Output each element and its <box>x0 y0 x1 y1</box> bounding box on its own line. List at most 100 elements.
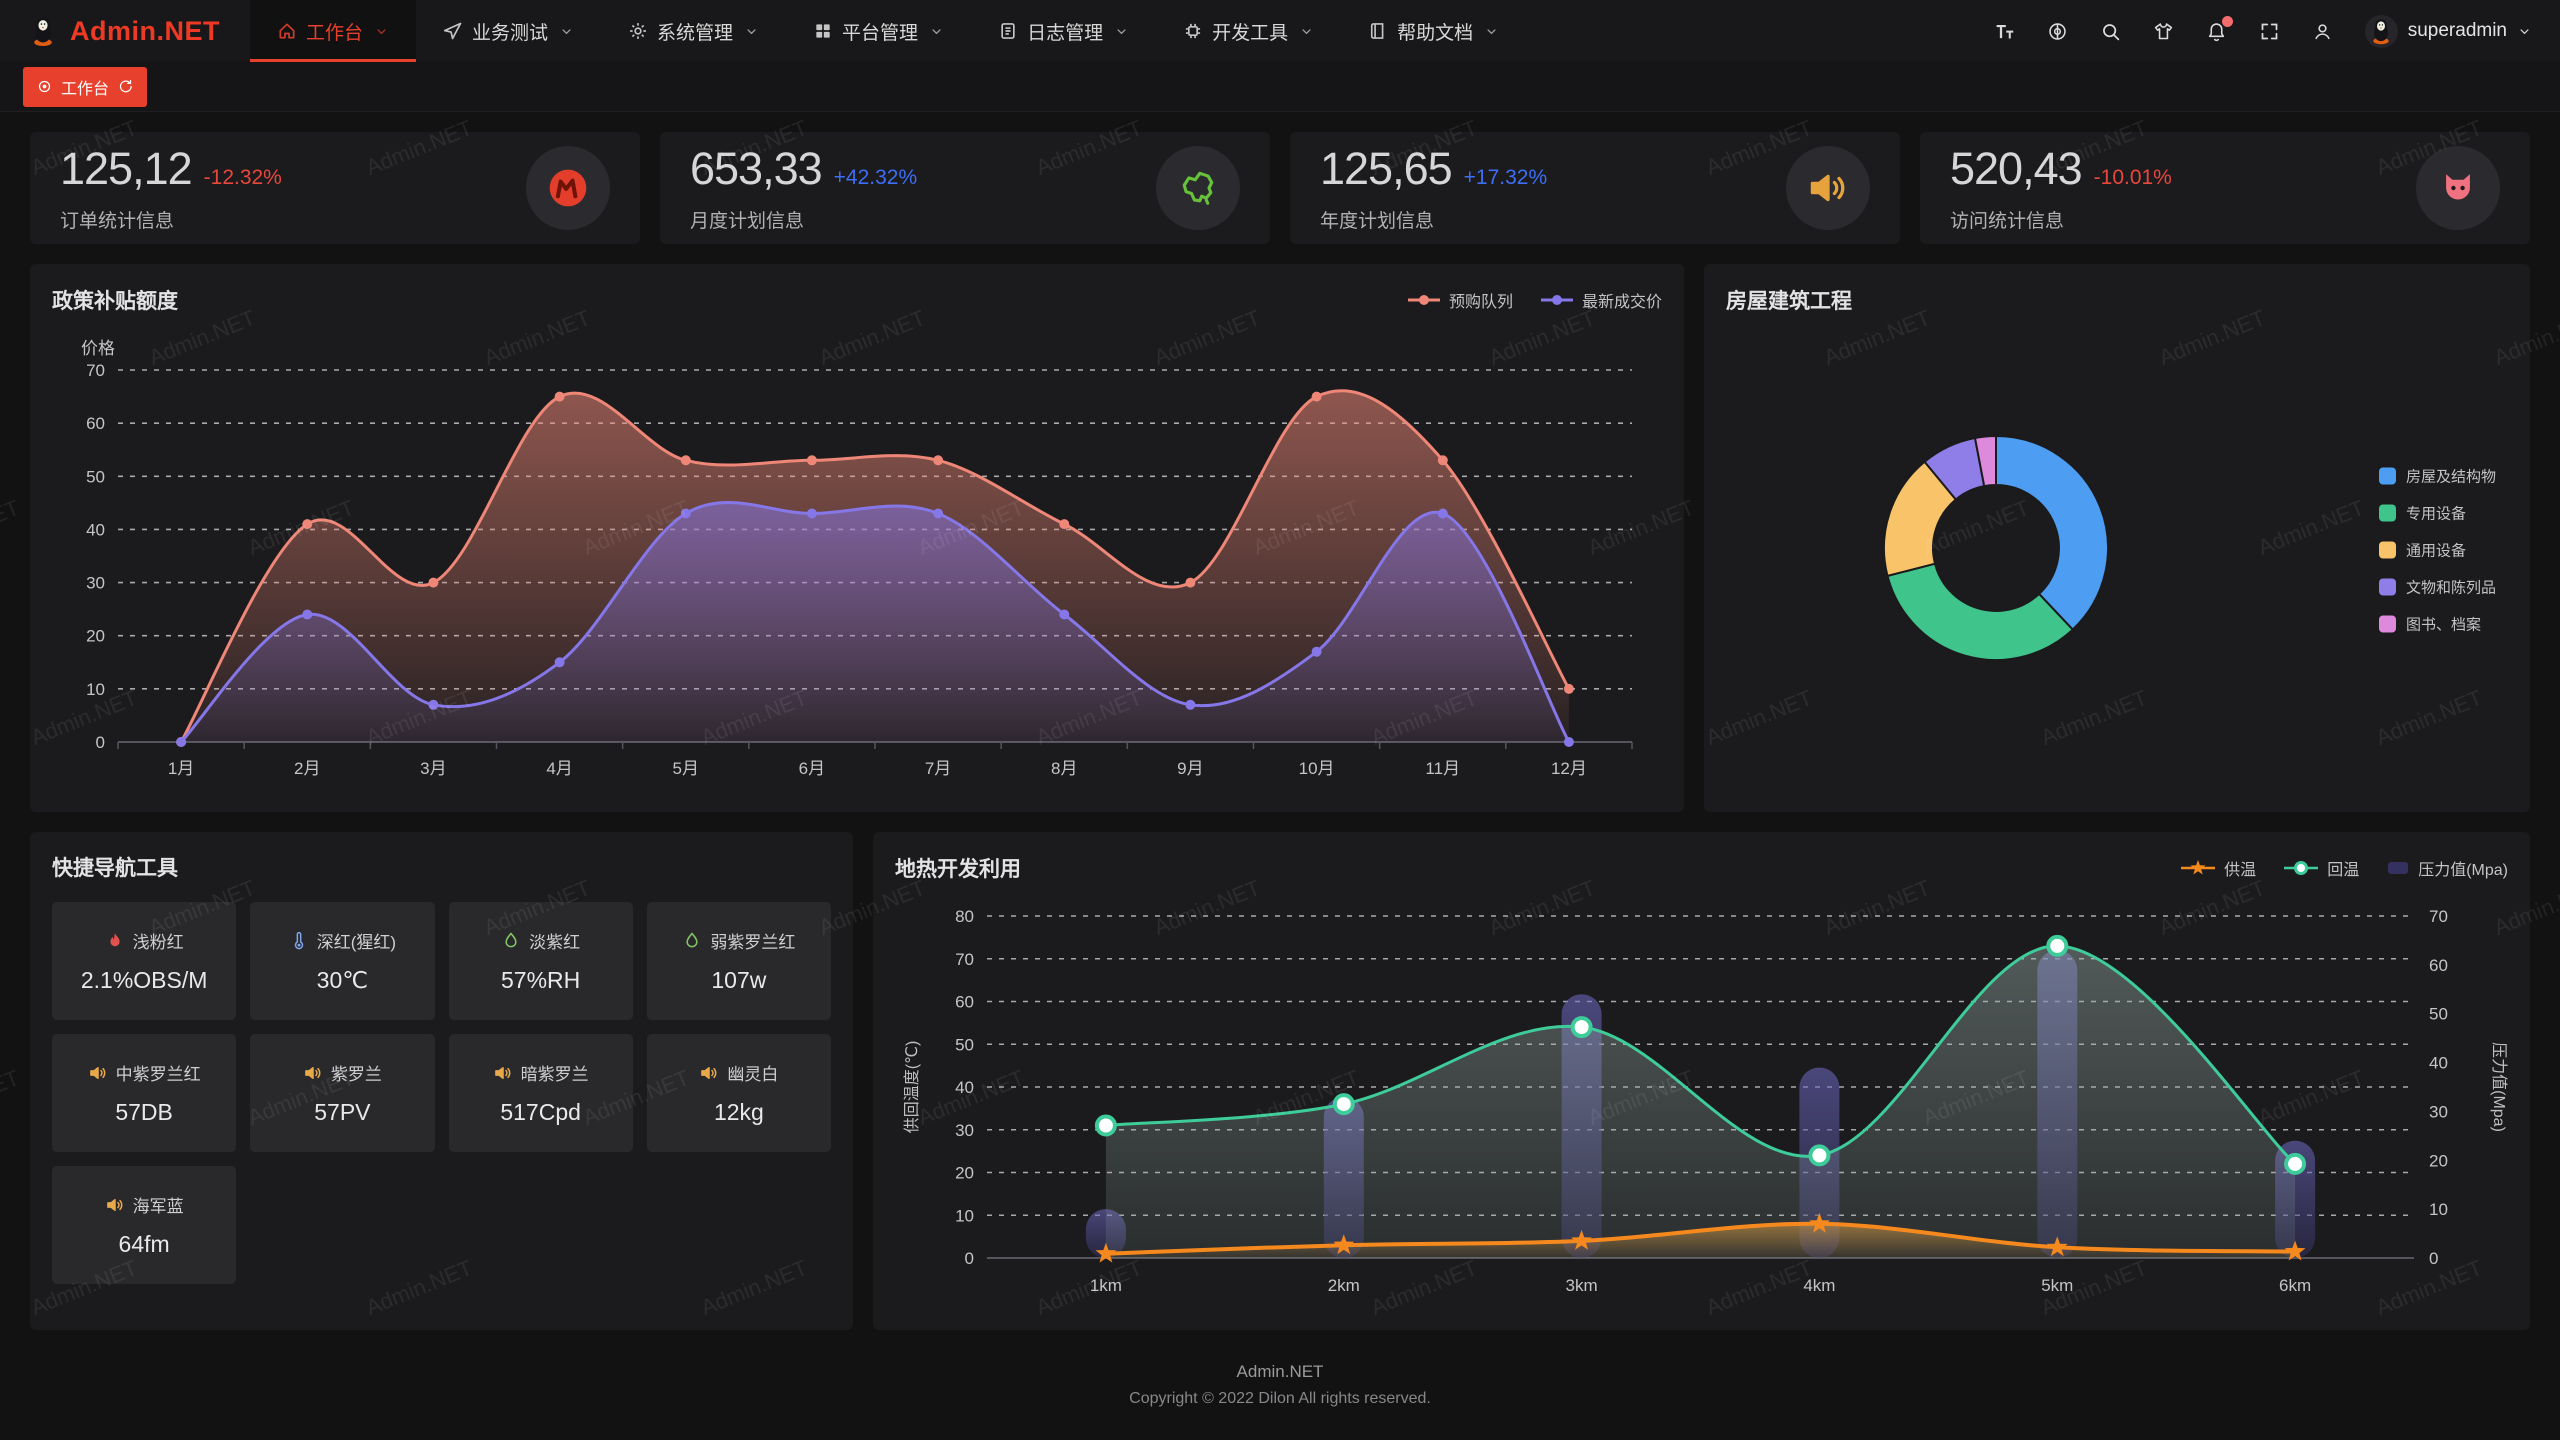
svg-text:7月: 7月 <box>925 759 951 778</box>
quick-nav-card: 快捷导航工具 浅粉红 2.1%OBS/M 深红(猩红) 30℃ 淡紫红 57%R… <box>30 832 853 1330</box>
donut-legend-item[interactable]: 专用设备 <box>2378 503 2496 524</box>
chevron-down-icon <box>929 24 944 39</box>
quick-nav-item-0[interactable]: 浅粉红 2.1%OBS/M <box>52 902 237 1020</box>
user-name: superadmin <box>2407 20 2507 41</box>
svg-text:30: 30 <box>955 1121 974 1140</box>
book-icon <box>1368 21 1388 41</box>
svg-text:20: 20 <box>955 1164 974 1183</box>
send-icon <box>443 21 463 41</box>
legend-item[interactable]: 回温 <box>2284 856 2359 880</box>
log-icon <box>998 21 1018 41</box>
avatar <box>2364 14 2398 48</box>
menu-item-label: 帮助文档 <box>1397 22 1474 44</box>
svg-text:0: 0 <box>965 1249 974 1268</box>
logo-text: Admin.NET <box>70 15 220 46</box>
line-dot-marker-icon <box>1407 295 1440 305</box>
menu-item-system-mgmt[interactable]: 系统管理 <box>601 0 786 62</box>
quick-nav-item-2[interactable]: 淡紫红 57%RH <box>448 902 633 1020</box>
stat-delta: -12.32% <box>203 166 282 189</box>
quick-nav-value: 30℃ <box>316 967 369 993</box>
donut-legend-item[interactable]: 文物和陈列品 <box>2378 577 2496 598</box>
quick-nav-item-4[interactable]: 中紫罗兰红 57DB <box>52 1034 237 1152</box>
svg-text:12月: 12月 <box>1551 759 1587 778</box>
theme-icon[interactable] <box>2153 21 2174 42</box>
tab-workbench[interactable]: 工作台 <box>23 66 148 107</box>
policy-subsidy-title: 政策补贴额度 <box>52 290 178 313</box>
stat-label: 访问统计信息 <box>1950 211 2065 232</box>
quick-nav-name: 浅粉红 <box>132 933 184 952</box>
svg-text:4月: 4月 <box>546 759 572 778</box>
stat-label: 订单统计信息 <box>60 211 175 232</box>
circle-marker-icon <box>2284 861 2319 875</box>
language-icon[interactable] <box>2047 21 2068 42</box>
quick-nav-item-5[interactable]: 紫罗兰 57PV <box>250 1034 435 1152</box>
svg-text:50: 50 <box>955 1035 974 1054</box>
menu-item-log-mgmt[interactable]: 日志管理 <box>971 0 1156 62</box>
notification-icon[interactable] <box>2206 15 2233 42</box>
geothermal-card: 地热开发利用 供温 回温 压力值(Mpa) 0 10 20 30 40 50 60 70 80 0 10… <box>873 832 2530 1330</box>
svg-text:11月: 11月 <box>1425 759 1460 778</box>
menu-item-label: 系统管理 <box>657 22 734 44</box>
policy-subsidy-chart: 0 10 20 30 40 50 60 70 1月 2月 3月 4月 5月 6月 7月 8月 9月 10月 11月 1… <box>52 322 1662 792</box>
menu-item-label: 工作台 <box>306 22 364 44</box>
donut-legend-item[interactable]: 房屋及结构物 <box>2378 466 2496 487</box>
donut-legend-item[interactable]: 图书、档案 <box>2378 614 2496 635</box>
building-donut-legend: 房屋及结构物 专用设备通用设备文物和陈列品 图书、档案 <box>2378 466 2496 635</box>
bottom-row: 快捷导航工具 浅粉红 2.1%OBS/M 深红(猩红) 30℃ 淡紫红 57%R… <box>30 832 2530 1330</box>
quick-nav-item-1[interactable]: 深红(猩红) 30℃ <box>250 902 435 1020</box>
menu-item-platform-mgmt[interactable]: 平台管理 <box>786 0 971 62</box>
menu-item-dev-tools[interactable]: 开发工具 <box>1156 0 1341 62</box>
svg-text:9月: 9月 <box>1177 759 1203 778</box>
chevron-down-icon <box>2517 24 2532 39</box>
volcano-icon <box>105 931 125 951</box>
charts-row: 政策补贴额度 预购队列 最新成交价 0 10 20 30 40 50 60 70 1月 2月 3月 4月… <box>30 264 2530 812</box>
menu-item-label: 日志管理 <box>1027 22 1104 44</box>
stat-label: 月度计划信息 <box>690 211 805 232</box>
font-size-icon[interactable] <box>1994 21 2015 42</box>
svg-text:20: 20 <box>2429 1151 2448 1170</box>
svg-text:50: 50 <box>2429 1005 2448 1024</box>
svg-text:10: 10 <box>955 1206 974 1225</box>
svg-text:1km: 1km <box>1090 1276 1122 1295</box>
menu-item-help-docs[interactable]: 帮助文档 <box>1341 0 1526 62</box>
svg-text:70: 70 <box>955 950 974 969</box>
user-icon[interactable] <box>2312 21 2333 42</box>
quick-nav-item-6[interactable]: 暗紫罗兰 517Cpd <box>448 1034 633 1152</box>
legend-item[interactable]: 供温 <box>2181 856 2256 880</box>
page-footer: Admin.NET Copyright © 2022 Dilon All rig… <box>30 1358 2530 1412</box>
legend-item[interactable]: 预购队列 <box>1407 288 1513 312</box>
svg-text:60: 60 <box>2429 956 2448 975</box>
user-menu[interactable]: superadmin <box>2364 14 2532 48</box>
quick-nav-name: 淡紫红 <box>529 933 581 952</box>
menu-item-workbench[interactable]: 工作台 <box>250 0 417 62</box>
svg-text:供回温度(℃): 供回温度(℃) <box>903 1041 921 1134</box>
donut-legend-item[interactable]: 通用设备 <box>2378 540 2496 561</box>
quick-nav-value: 64fm <box>118 1231 170 1257</box>
thermometer-icon <box>289 931 309 951</box>
chevron-down-icon <box>1114 24 1129 39</box>
svg-text:价格: 价格 <box>81 339 115 358</box>
menu-item-label: 业务测试 <box>472 22 549 44</box>
quick-nav-title: 快捷导航工具 <box>52 857 178 880</box>
search-icon[interactable] <box>2100 21 2121 42</box>
grid-icon <box>813 21 833 41</box>
legend-item[interactable]: 最新成交价 <box>1540 288 1662 312</box>
menu-item-business-test[interactable]: 业务测试 <box>416 0 601 62</box>
refresh-icon[interactable] <box>118 79 133 94</box>
stat-card-3: 520,43 -10.01% 访问统计信息 <box>1920 132 2530 244</box>
fullscreen-icon[interactable] <box>2259 21 2280 42</box>
quick-nav-item-7[interactable]: 幽灵白 12kg <box>646 1034 831 1152</box>
quick-nav-item-8[interactable]: 海军蓝 64fm <box>52 1166 237 1284</box>
main-content: 125,12 -12.32% 订单统计信息 653,33 +42.32% 月度计划信… <box>0 112 2560 1412</box>
quick-nav-name: 深红(猩红) <box>316 933 397 952</box>
cat-icon <box>2416 146 2500 230</box>
quick-nav-value: 57PV <box>314 1099 371 1125</box>
quick-nav-item-3[interactable]: 弱紫罗兰红 107w <box>646 902 831 1020</box>
quick-nav-value: 57DB <box>115 1099 173 1125</box>
svg-text:10: 10 <box>2429 1200 2448 1219</box>
quick-nav-name: 弱紫罗兰红 <box>710 933 796 952</box>
legend-item[interactable]: 压力值(Mpa) <box>2387 856 2508 880</box>
tab-bar: 工作台 <box>0 62 2560 112</box>
logo[interactable]: Admin.NET <box>0 0 250 62</box>
svg-text:5月: 5月 <box>673 759 699 778</box>
